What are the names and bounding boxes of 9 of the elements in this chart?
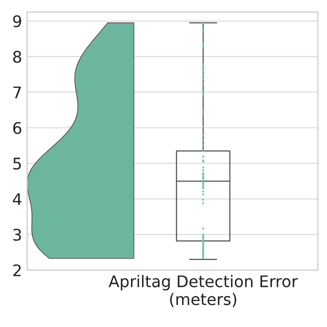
- y-tick-label: 5: [13, 158, 21, 170]
- y-tick-label: 3: [13, 228, 21, 241]
- y-tick-label: 2: [13, 264, 21, 276]
- y-tick-label: 7: [13, 86, 21, 98]
- y-tick-label: 9: [13, 15, 22, 28]
- y-tick-label: 4: [12, 193, 22, 205]
- x-tick-label: Apriltag Detection Error (meters): [108, 274, 298, 308]
- y-tick-label: 6: [13, 122, 22, 134]
- y-tick-label: 8: [13, 50, 22, 63]
